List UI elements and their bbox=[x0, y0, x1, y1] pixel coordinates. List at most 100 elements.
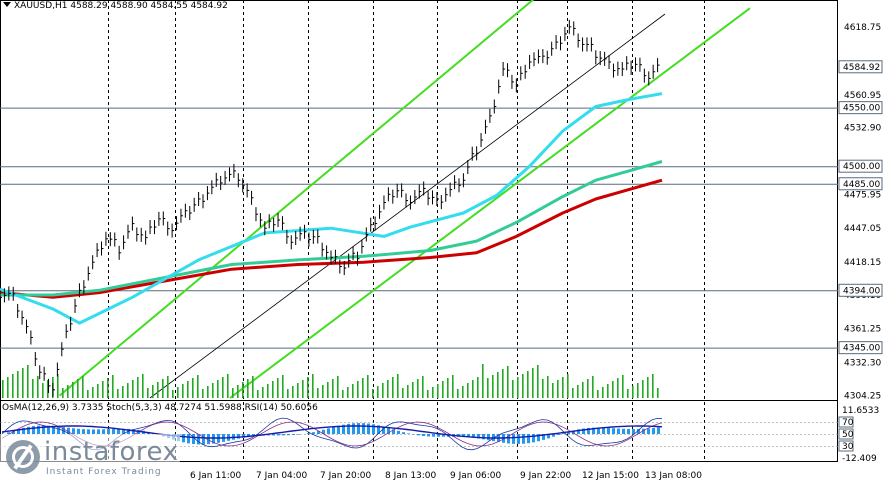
ohlc-quote: 4588.29 4588.90 4584.55 4584.92 bbox=[70, 1, 228, 11]
osc-level-box bbox=[838, 440, 854, 452]
osma-bar bbox=[282, 434, 285, 436]
osma-bar bbox=[77, 428, 80, 434]
volume-bar bbox=[357, 381, 359, 398]
volume-bar bbox=[302, 380, 304, 398]
volume-bar bbox=[207, 386, 209, 398]
volume-bar bbox=[537, 365, 539, 398]
osma-bar bbox=[417, 434, 420, 436]
osma-bar bbox=[597, 427, 600, 434]
volume-bar bbox=[482, 364, 484, 398]
volume-bar bbox=[412, 382, 414, 398]
osma-bar bbox=[107, 429, 110, 434]
osma-bar bbox=[592, 427, 595, 434]
volume-bar bbox=[152, 385, 154, 398]
osma-bar bbox=[102, 429, 105, 434]
volume-bar bbox=[542, 379, 544, 398]
volume-bar bbox=[112, 375, 114, 398]
volume-bar bbox=[212, 383, 214, 398]
brand-name: instaforex bbox=[44, 437, 179, 467]
volume-bar bbox=[97, 384, 99, 398]
osma-bar bbox=[397, 430, 400, 434]
volume-bar bbox=[587, 379, 589, 398]
osma-bar bbox=[37, 425, 40, 434]
volume-bar bbox=[392, 377, 394, 398]
osma-bar bbox=[12, 430, 15, 434]
volume-bar bbox=[62, 388, 64, 398]
osma-bar bbox=[587, 427, 590, 434]
osma-bar bbox=[562, 433, 565, 434]
osma-bar bbox=[207, 434, 210, 445]
osma-bar bbox=[42, 425, 45, 434]
chart-frame bbox=[0, 0, 838, 462]
osma-bar bbox=[477, 434, 480, 439]
level-label-box bbox=[838, 159, 883, 173]
volume-bar bbox=[552, 383, 554, 398]
osma-bar bbox=[187, 434, 190, 444]
osma-bar bbox=[437, 434, 440, 437]
volume-bar bbox=[382, 383, 384, 398]
price-tick-label: 4361.25 bbox=[844, 325, 881, 335]
osma-bar bbox=[237, 434, 240, 439]
osma-bar bbox=[182, 434, 185, 443]
dropdown-arrow-icon[interactable] bbox=[3, 2, 11, 7]
volume-bar bbox=[167, 376, 169, 398]
volume-bar bbox=[67, 385, 69, 398]
osma-bar bbox=[542, 434, 545, 440]
osma-bar bbox=[47, 425, 50, 434]
osma-bar bbox=[632, 429, 635, 434]
osma-bar bbox=[17, 429, 20, 434]
osma-bar bbox=[547, 434, 550, 439]
time-tick-label: 9 Jan 06:00 bbox=[450, 471, 502, 481]
volume-bar bbox=[137, 377, 139, 398]
volume-bar bbox=[187, 381, 189, 398]
osma-bar bbox=[292, 434, 295, 435]
volume-bar bbox=[47, 380, 49, 398]
volume-bar bbox=[567, 374, 569, 398]
osma-bar bbox=[197, 434, 200, 445]
volume-bar bbox=[642, 380, 644, 398]
volume-bar bbox=[327, 382, 329, 398]
volume-bar bbox=[272, 381, 274, 398]
osma-bar bbox=[22, 427, 25, 434]
osma-bar bbox=[72, 428, 75, 434]
volume-bar bbox=[502, 369, 504, 398]
volume-bar bbox=[422, 376, 424, 398]
osma-bar bbox=[362, 423, 365, 434]
volume-bar bbox=[637, 383, 639, 398]
osma-bar bbox=[412, 434, 415, 435]
osma-bar bbox=[27, 426, 30, 434]
level-label-box bbox=[838, 283, 883, 297]
volume-bar bbox=[617, 378, 619, 398]
osma-bar bbox=[512, 434, 515, 444]
volume-bar bbox=[57, 374, 59, 398]
volume-bar bbox=[247, 379, 249, 398]
time-tick-label: 13 Jan 08:00 bbox=[645, 471, 702, 481]
osc-level-box bbox=[838, 416, 854, 428]
volume-bar bbox=[142, 374, 144, 398]
osma-bar bbox=[532, 434, 535, 443]
price-tick-label: 4560.95 bbox=[844, 91, 881, 101]
osma-bar bbox=[212, 434, 215, 444]
osma-bar bbox=[337, 425, 340, 434]
volume-bar bbox=[322, 385, 324, 398]
volume-bar bbox=[282, 375, 284, 398]
osma-bar bbox=[242, 434, 245, 438]
volume-bar bbox=[492, 375, 494, 398]
volume-bar bbox=[467, 383, 469, 398]
price-tick-label: 4475.95 bbox=[844, 190, 881, 200]
osma-bar bbox=[322, 429, 325, 434]
osma-bar bbox=[442, 434, 445, 437]
volume-bar bbox=[177, 387, 179, 398]
volume-bar bbox=[297, 383, 299, 398]
volume-bar bbox=[182, 384, 184, 398]
osma-bar bbox=[642, 428, 645, 434]
channel-median-line bbox=[149, 13, 666, 399]
volume-bar bbox=[147, 388, 149, 398]
ema-slow-line bbox=[0, 178, 663, 299]
volume-bar bbox=[277, 378, 279, 398]
channel-upper-line bbox=[58, 0, 535, 397]
osma-bar bbox=[472, 434, 475, 438]
volume-bar bbox=[2, 380, 4, 398]
osma-bar bbox=[387, 427, 390, 434]
volume-bar bbox=[532, 368, 534, 398]
